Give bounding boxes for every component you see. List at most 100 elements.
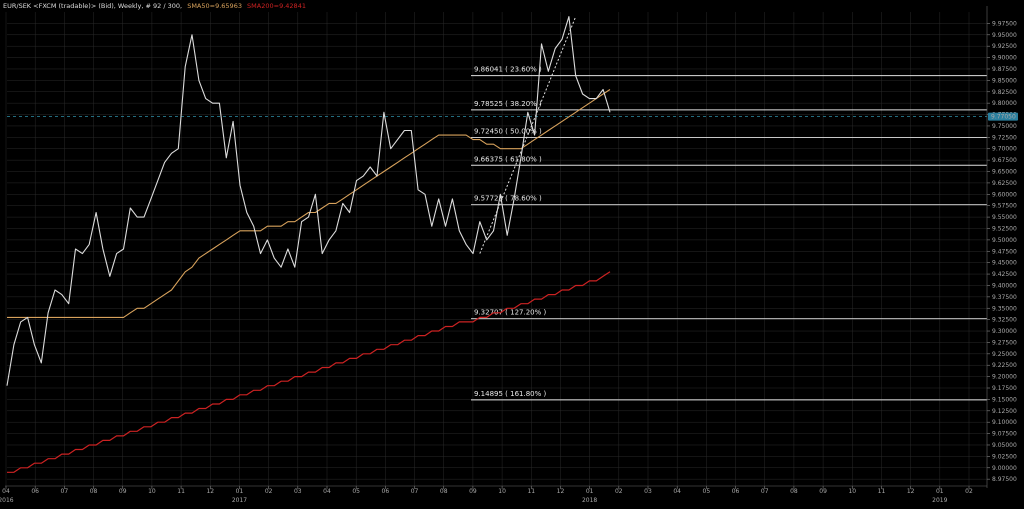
- current-price-label: 9.77050: [991, 114, 1016, 121]
- x-tick-label: 11: [177, 488, 185, 495]
- fib-level-label: 9.78525 ( 38.20% ): [474, 100, 542, 108]
- y-tick-label: 9.70000: [992, 146, 1017, 153]
- legend-sma200: SMA200=9.42841: [247, 2, 306, 10]
- current-price-tag: 9.77050: [988, 112, 1018, 121]
- sma50-line: [7, 89, 611, 318]
- y-tick-label: 9.22500: [992, 362, 1017, 369]
- y-tick-label: 9.02500: [992, 453, 1017, 460]
- x-tick-label: 02: [615, 488, 623, 495]
- x-tick-label: 04: [2, 488, 10, 495]
- y-tick-label: 9.55000: [992, 214, 1017, 221]
- chart-series: [6, 16, 611, 473]
- y-tick-label: 9.20000: [992, 374, 1017, 381]
- fib-level-label: 9.72450 ( 50.00% ): [474, 128, 542, 136]
- fib-level-label: 9.32707 ( 127.20% ): [474, 309, 546, 317]
- x-tick-label: 11: [878, 488, 886, 495]
- x-tick-year: 2016: [0, 497, 14, 504]
- x-tick-label: 08: [790, 488, 798, 495]
- y-tick-label: 9.07500: [992, 431, 1017, 438]
- fib-level-label: 9.14895 ( 161.80% ): [474, 390, 546, 398]
- x-tick-label: 04: [673, 488, 681, 495]
- fibonacci-levels[interactable]: 9.86041 ( 23.60% ) 9.78525 ( 38.20% ) 9.72…: [471, 66, 987, 401]
- x-tick-label: 04: [323, 488, 331, 495]
- legend-sma50: SMA50=9.65963: [187, 2, 242, 10]
- y-tick-label: 9.87500: [992, 66, 1017, 73]
- y-tick-label: 9.62500: [992, 180, 1017, 187]
- y-tick-label: 9.12500: [992, 408, 1017, 415]
- y-tick-label: 9.52500: [992, 225, 1017, 232]
- x-tick-label: 09: [819, 488, 827, 495]
- y-tick-label: 9.67500: [992, 157, 1017, 164]
- y-tick-label: 9.75000: [992, 123, 1017, 130]
- x-tick-label: 08: [90, 488, 98, 495]
- x-tick-label: 10: [848, 488, 856, 495]
- x-tick-label: 03: [294, 488, 302, 495]
- time-axis: 04 2016 06 07 08 09 10 11 12 01 2017 02 03 04 05 06 07 08…: [0, 485, 987, 504]
- x-tick-label: 12: [206, 488, 214, 495]
- y-tick-label: 9.57500: [992, 203, 1017, 210]
- y-tick-label: 9.30000: [992, 328, 1017, 335]
- x-tick-label: 05: [703, 488, 711, 495]
- y-tick-label: 9.50000: [992, 237, 1017, 244]
- y-tick-label: 9.37500: [992, 294, 1017, 301]
- y-tick-label: 9.47500: [992, 248, 1017, 255]
- x-tick-label: 12: [557, 488, 565, 495]
- x-tick-label: 01: [586, 488, 594, 495]
- y-tick-label: 9.45000: [992, 260, 1017, 267]
- chart-legend: EUR/SEK <FXCM (tradable)> (Bid), Weekly,…: [3, 2, 306, 10]
- y-tick-label: 9.85000: [992, 77, 1017, 84]
- y-tick-label: 9.95000: [992, 32, 1017, 39]
- legend-symbol: EUR/SEK <FXCM (tradable)> (Bid), Weekly,…: [3, 2, 182, 10]
- y-tick-label: 9.10000: [992, 419, 1017, 426]
- x-tick-label: 02: [265, 488, 273, 495]
- fib-level-label: 9.86041 ( 23.60% ): [474, 66, 542, 74]
- x-tick-label: 01: [236, 488, 244, 495]
- y-tick-label: 9.40000: [992, 282, 1017, 289]
- y-tick-label: 9.05000: [992, 442, 1017, 449]
- x-tick-label: 01: [936, 488, 944, 495]
- y-tick-label: 9.80000: [992, 100, 1017, 107]
- x-tick-label: 06: [382, 488, 390, 495]
- y-tick-label: 9.32500: [992, 317, 1017, 324]
- x-tick-year: 2017: [232, 497, 247, 504]
- x-tick-label: 09: [469, 488, 477, 495]
- x-tick-label: 05: [352, 488, 360, 495]
- fib-level-label: 9.57723 ( 78.60% ): [474, 195, 542, 203]
- x-tick-label: 07: [61, 488, 69, 495]
- x-tick-year: 2018: [582, 497, 597, 504]
- fib-trendline[interactable]: [479, 16, 577, 254]
- y-tick-label: 9.97500: [992, 20, 1017, 27]
- y-tick-label: 9.92500: [992, 43, 1017, 50]
- current-price-box: [988, 112, 1018, 121]
- x-tick-label: 06: [732, 488, 740, 495]
- x-tick-label: 07: [411, 488, 419, 495]
- x-tick-label: 06: [31, 488, 39, 495]
- x-tick-label: 03: [644, 488, 652, 495]
- y-tick-label: 9.90000: [992, 55, 1017, 62]
- x-tick-label: 11: [527, 488, 535, 495]
- x-tick-label: 10: [148, 488, 156, 495]
- sma200-line: [7, 271, 611, 473]
- y-tick-label: 9.25000: [992, 351, 1017, 358]
- chart-grid: [5, 12, 987, 486]
- x-tick-label: 09: [119, 488, 127, 495]
- price-axis: 9.97500 9.95000 9.92500 9.90000 9.87500 9.850…: [986, 6, 1017, 488]
- y-tick-label: 9.15000: [992, 396, 1017, 403]
- y-tick-label: 9.42500: [992, 271, 1017, 278]
- y-tick-label: 9.72500: [992, 134, 1017, 141]
- x-tick-label: 02: [965, 488, 973, 495]
- fib-level-label: 9.66375 ( 61.80% ): [474, 155, 542, 163]
- y-tick-label: 8.97500: [992, 476, 1017, 483]
- y-tick-label: 9.82500: [992, 89, 1017, 96]
- y-tick-label: 9.60000: [992, 191, 1017, 198]
- x-tick-label: 10: [498, 488, 506, 495]
- x-tick-label: 07: [761, 488, 769, 495]
- x-tick-year: 2019: [932, 497, 947, 504]
- price-line: [6, 16, 611, 386]
- y-tick-label: 9.00000: [992, 465, 1017, 472]
- y-tick-label: 9.35000: [992, 305, 1017, 312]
- x-tick-label: 08: [440, 488, 448, 495]
- y-tick-label: 9.17500: [992, 385, 1017, 392]
